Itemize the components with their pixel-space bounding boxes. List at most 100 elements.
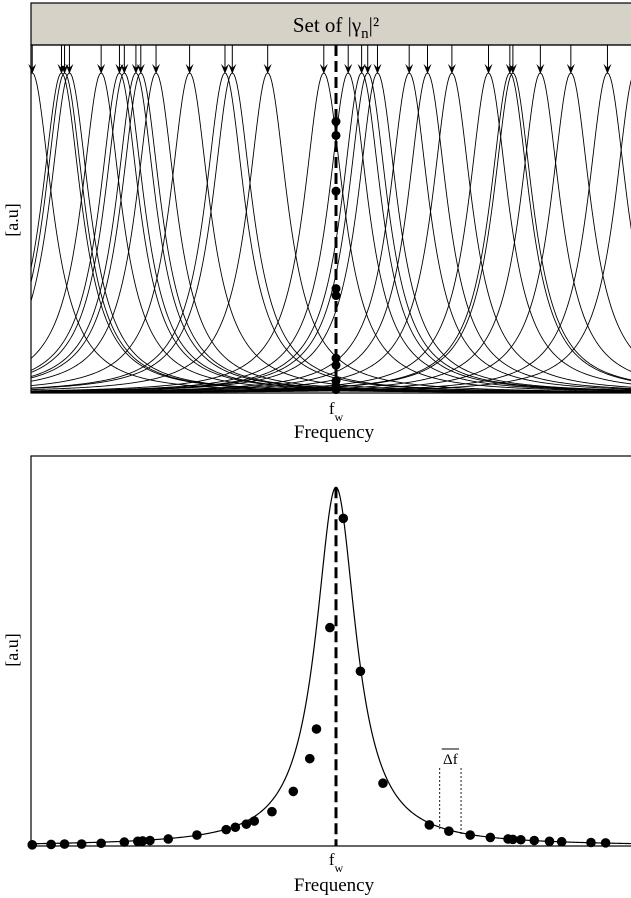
top-curve-3 [30,72,631,393]
top-fw-label: fw [329,399,344,424]
bottom-plot-frame [30,455,631,847]
top-curve-1 [30,72,631,393]
top-arrow-head-4 [97,63,106,74]
delta-f-annotation: Δf [439,748,462,835]
bottom-fw-label: fw [329,850,344,875]
bottom-point-33 [586,837,596,848]
bottom-point-3 [76,839,87,849]
top-fw-subscript: w [335,410,344,424]
top-curve-20 [30,72,631,393]
top-curve-11 [30,72,631,393]
top-arrow-head-26 [566,63,575,74]
bottom-point-15 [267,806,277,817]
top-curve-5 [30,72,631,393]
top-curve-12 [30,72,631,393]
top-arrow-head-24 [508,63,517,74]
top-curve-7 [30,72,631,393]
top-title-subscript: n [361,26,369,42]
top-point-4 [331,353,341,363]
bottom-point-1 [46,839,56,850]
top-curve-28 [31,79,631,393]
top-curve-23 [31,72,631,393]
top-arrow-head-18 [373,63,382,74]
top-curve-22 [31,72,631,393]
bottom-point-24 [444,826,454,836]
top-arrow-head-21 [447,63,456,74]
top-curve-6 [30,72,631,393]
bottom-point-28 [508,834,518,845]
top-arrows [28,45,631,74]
top-curve-0 [30,72,631,393]
bottom-fw-base: f [329,850,335,869]
top-point-2 [331,376,341,386]
bottom-point-12 [230,822,241,833]
top-xlabel: Frequency [294,422,375,443]
top-point-3 [331,360,341,370]
bottom-point-22 [378,778,388,789]
bottom-fw-subscript: w [335,861,344,875]
top-panel: Set of |γn|² [a.u] fw Frequency [2,2,631,443]
bottom-point-18 [311,724,322,734]
top-arrow-head-17 [363,63,372,74]
top-curve-18 [30,72,631,392]
top-arrow-head-10 [185,63,194,74]
top-arrow-head-27 [603,63,612,74]
bottom-point-30 [529,835,540,846]
bottom-point-32 [556,836,567,847]
bottom-point-2 [59,839,70,849]
top-arrow-head-15 [344,63,353,74]
top-arrow-head-3 [65,63,74,74]
top-title-before: Set of |γ [293,13,361,37]
top-point-7 [331,186,341,196]
top-arrow-head-12 [228,63,237,74]
bottom-point-5 [119,837,130,847]
bottom-point-34 [600,838,611,848]
top-curve-4 [30,72,631,393]
top-arrow-head-11 [220,63,229,74]
top-curve-10 [30,72,631,393]
top-point-9 [331,117,341,127]
top-arrow-head-13 [263,63,272,74]
top-curve-13 [30,72,631,393]
top-curve-26 [30,72,631,393]
bottom-point-17 [304,753,315,764]
bottom-point-0 [27,840,38,850]
bottom-points [27,513,611,850]
bottom-point-8 [145,835,155,846]
top-curve-21 [30,72,631,393]
bottom-point-11 [221,824,231,835]
bottom-point-20 [338,513,349,524]
top-title-after: |² [369,13,380,37]
top-curve-25 [30,72,631,393]
bottom-point-21 [355,666,366,677]
top-points [331,117,341,395]
delta-f-label: Δf [443,752,458,768]
top-curve-19 [30,72,631,393]
top-arrow-head-6 [120,63,129,74]
top-ylabel: [a.u] [2,203,22,236]
top-arrow-head-9 [152,63,161,74]
top-curve-16 [30,72,631,392]
top-arrow-head-20 [423,63,432,74]
bottom-point-19 [325,622,335,633]
top-arrow-head-23 [505,63,514,74]
bottom-ylabel: [a.u] [2,633,22,666]
top-title-bar [30,2,631,46]
top-arrow-head-8 [136,63,145,74]
top-point-6 [331,284,341,294]
top-arrow-head-16 [357,63,366,74]
bottom-point-29 [516,834,526,845]
bottom-point-9 [163,834,174,844]
bottom-xlabel: Frequency [294,875,375,896]
top-arrow-head-25 [536,63,545,74]
top-curve-2 [30,72,631,393]
top-arrow-head-22 [484,63,493,74]
top-curve-17 [30,72,631,392]
bottom-point-26 [485,832,496,843]
top-arrow-head-1 [57,63,66,74]
top-title: Set of |γn|² [293,13,379,42]
bottom-point-10 [192,830,202,840]
bottom-point-16 [288,786,299,797]
top-curve-24 [31,72,631,393]
